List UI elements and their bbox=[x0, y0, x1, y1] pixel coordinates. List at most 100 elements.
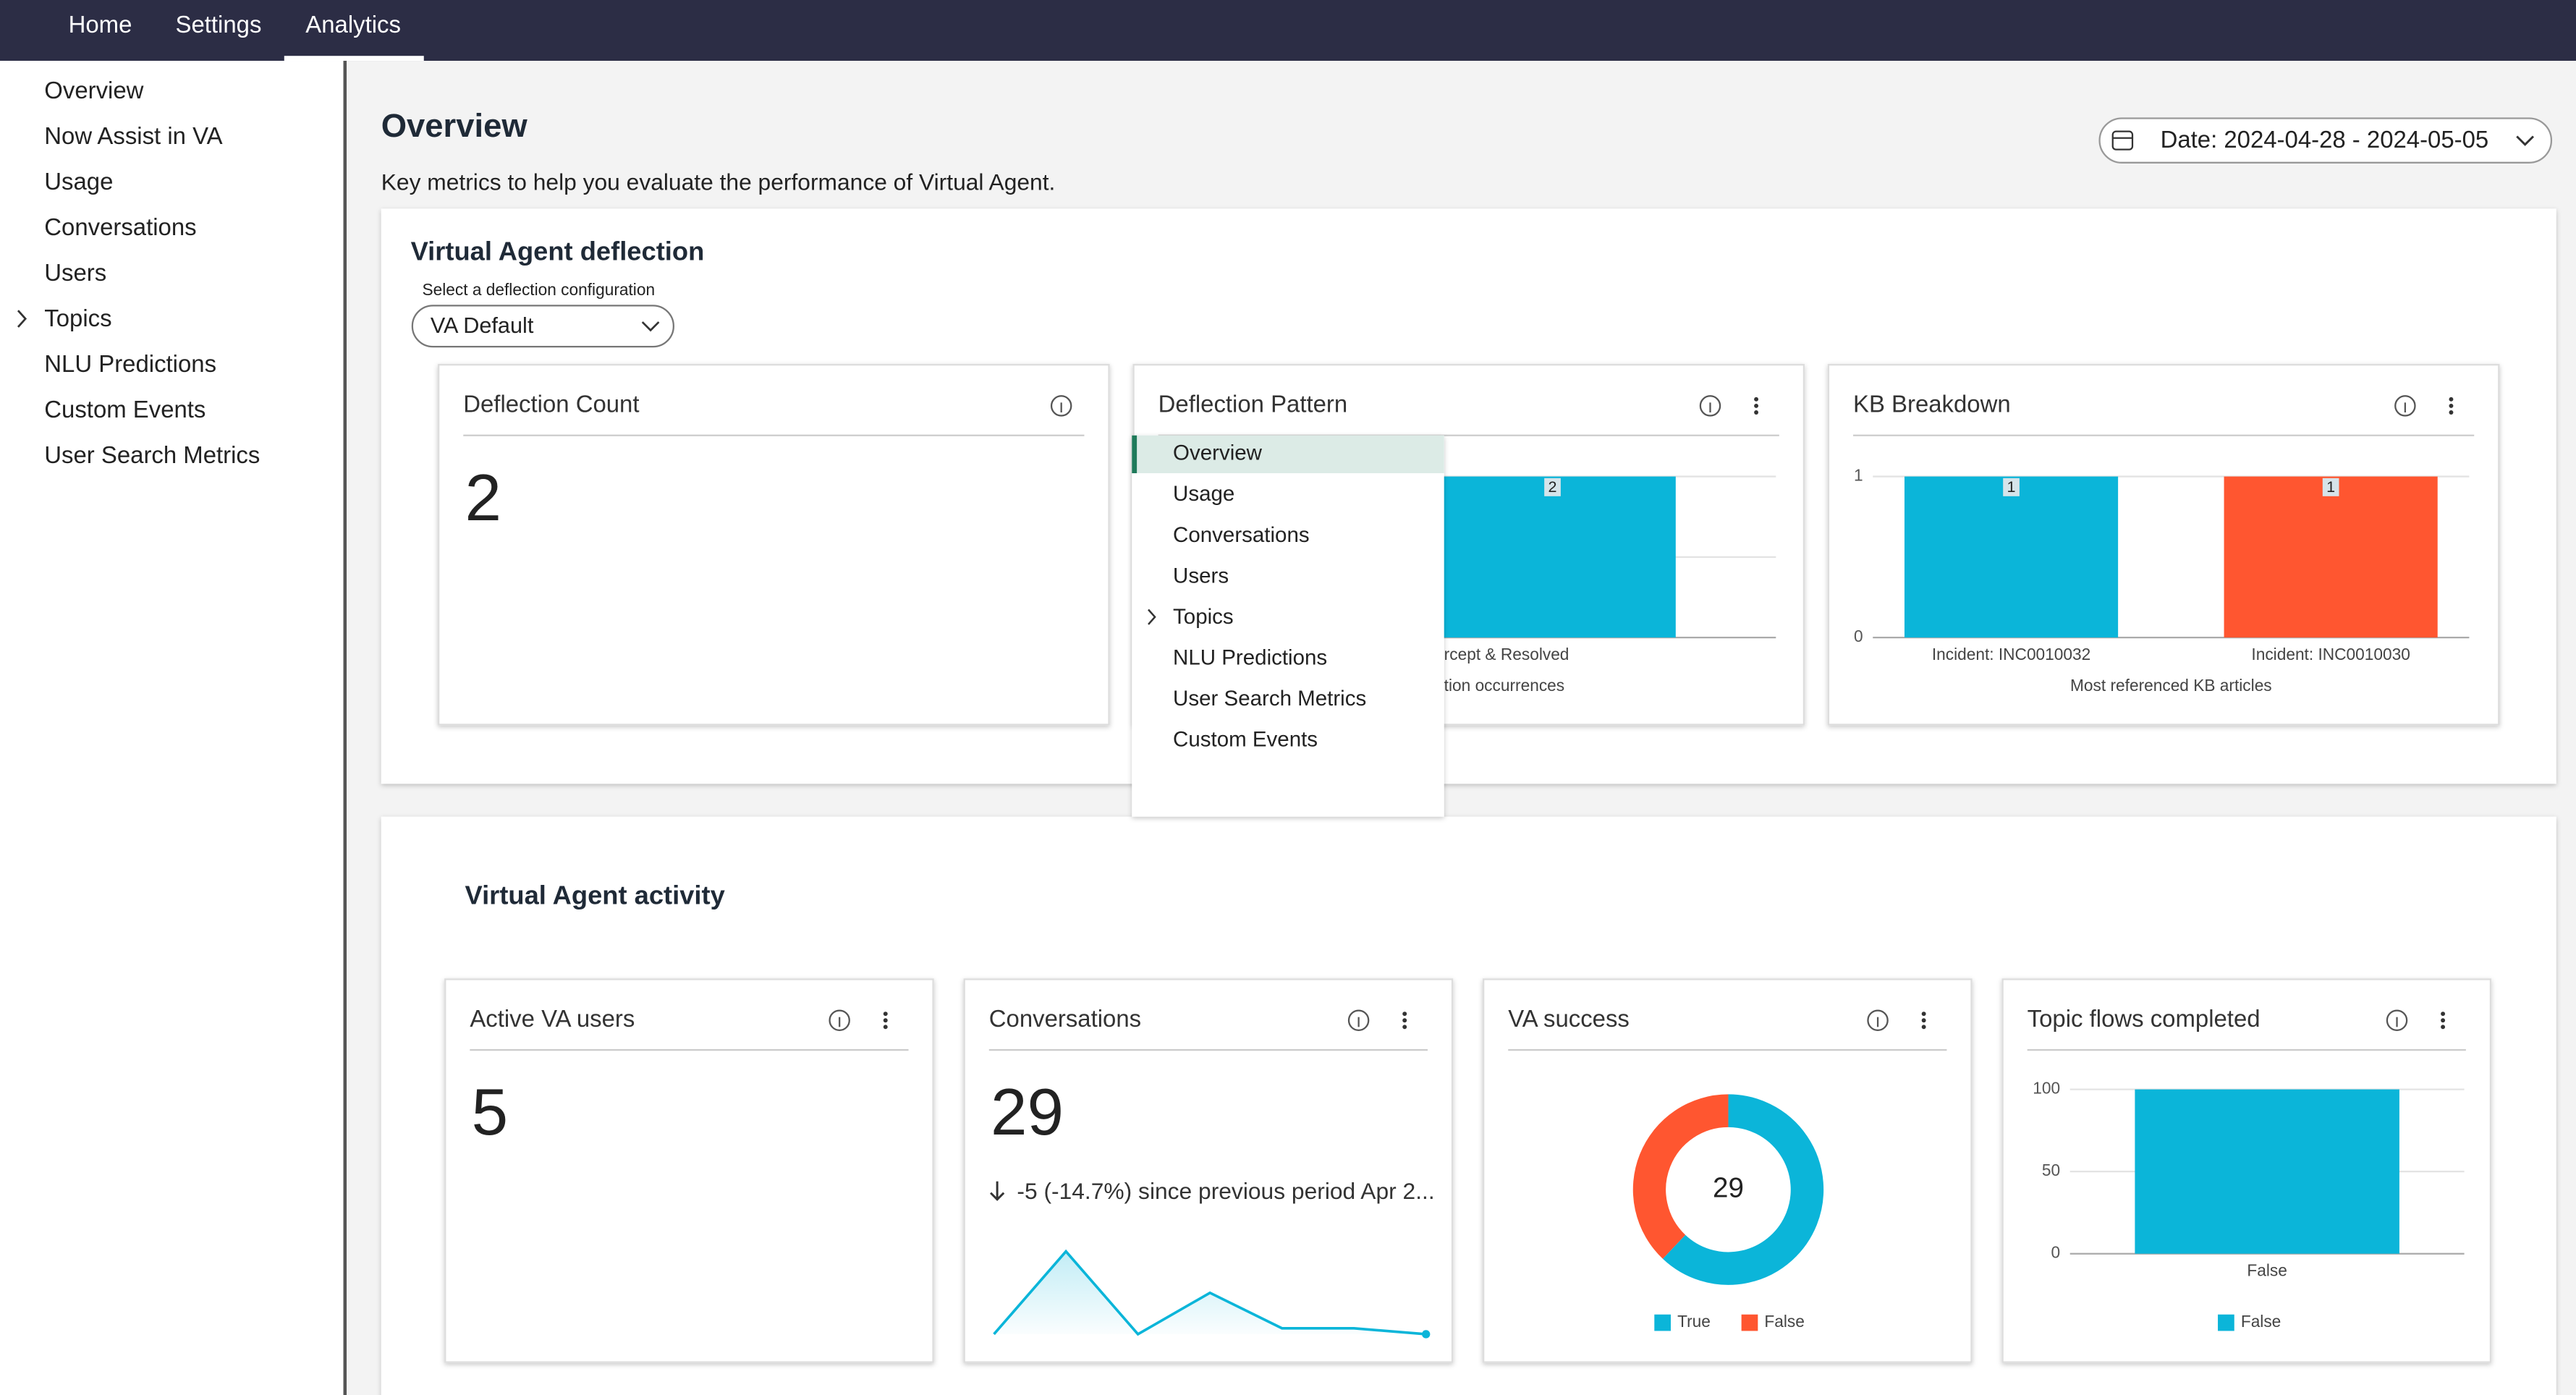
legend-label: True bbox=[1677, 1312, 1711, 1331]
select-value[interactable]: VA Default bbox=[431, 313, 534, 338]
down-arrow bbox=[990, 1181, 1005, 1201]
card-title: KB Breakdown bbox=[1853, 391, 2011, 417]
dropdown-item[interactable]: Usage bbox=[1173, 482, 1234, 506]
dropdown-item[interactable]: Topics bbox=[1173, 605, 1234, 629]
metric-value: 5 bbox=[472, 1076, 509, 1149]
kebab-dot[interactable] bbox=[1402, 1018, 1407, 1023]
kebab-dot[interactable] bbox=[1754, 397, 1759, 402]
change-text: -5 (-14.7%) since previous period Apr 2.… bbox=[1017, 1178, 1434, 1204]
page-title: Overview bbox=[381, 107, 528, 144]
kebab-dot[interactable] bbox=[1921, 1018, 1926, 1023]
kebab-dot[interactable] bbox=[883, 1018, 888, 1023]
dropdown-item[interactable]: Overview bbox=[1173, 441, 1263, 465]
section-heading: Virtual Agent activity bbox=[465, 881, 726, 910]
select-chevron bbox=[641, 321, 660, 332]
sidebar-item[interactable]: Users bbox=[44, 259, 106, 286]
legend-swatch bbox=[1741, 1314, 1758, 1331]
x-axis-label: tion occurrences bbox=[1444, 676, 1564, 695]
y-tick-label: 50 bbox=[2042, 1161, 2060, 1179]
sidebar-item[interactable]: Topics bbox=[44, 305, 111, 331]
card-title: Active VA users bbox=[470, 1005, 635, 1032]
info-icon[interactable] bbox=[2394, 395, 2416, 417]
value-label: 2 bbox=[1548, 478, 1557, 496]
sidebar-item[interactable]: Usage bbox=[44, 168, 113, 195]
card bbox=[438, 364, 1110, 726]
kebab-dot[interactable] bbox=[2441, 1025, 2446, 1030]
date-range[interactable]: Date: 2024-04-28 - 2024-05-05 bbox=[2161, 126, 2489, 153]
value-label: 1 bbox=[2007, 478, 2016, 496]
card-title: Deflection Pattern bbox=[1158, 391, 1348, 417]
metric-value: 29 bbox=[991, 1076, 1064, 1149]
y-tick-label: 100 bbox=[2033, 1079, 2060, 1098]
card-title: Deflection Count bbox=[463, 391, 639, 417]
kebab-dot[interactable] bbox=[1402, 1025, 1407, 1030]
legend-label: False bbox=[1764, 1312, 1804, 1331]
x-tick-label: False bbox=[2247, 1261, 2287, 1280]
dropdown-chevron bbox=[1148, 609, 1156, 625]
nav-tab[interactable]: Home bbox=[69, 11, 132, 38]
info-icon[interactable] bbox=[1050, 395, 1072, 417]
page-subtitle: Key metrics to help you evaluate the per… bbox=[381, 169, 1056, 195]
bar bbox=[1904, 476, 2119, 638]
kebab-dot[interactable] bbox=[2449, 403, 2454, 408]
info-icon[interactable] bbox=[1347, 1009, 1370, 1031]
calendar-icon bbox=[2111, 130, 2134, 150]
active-tab-underline bbox=[284, 56, 424, 62]
dropdown-item[interactable]: Custom Events bbox=[1173, 728, 1318, 752]
value-label-box bbox=[2003, 478, 2020, 496]
date-chevron bbox=[2516, 135, 2535, 146]
x-tick-label: Incident: INC0010032 bbox=[1932, 645, 2090, 663]
kebab-dot[interactable] bbox=[1754, 403, 1759, 408]
nav-tab[interactable]: Settings bbox=[176, 11, 262, 38]
kebab-dot[interactable] bbox=[1754, 410, 1759, 415]
dropdown-highlight bbox=[1132, 435, 1444, 474]
dropdown-indicator bbox=[1132, 435, 1137, 474]
legend-label: False bbox=[2241, 1312, 2281, 1331]
kebab-dot[interactable] bbox=[883, 1012, 888, 1017]
dropdown-item[interactable]: Conversations bbox=[1173, 523, 1310, 547]
kebab-dot[interactable] bbox=[1921, 1025, 1926, 1030]
info-icon[interactable] bbox=[829, 1009, 850, 1031]
value-label-box bbox=[1544, 478, 1561, 496]
kebab-dot[interactable] bbox=[2449, 410, 2454, 415]
section-heading: Virtual Agent deflection bbox=[411, 236, 705, 266]
value-label-box bbox=[2322, 478, 2339, 496]
sidebar-item[interactable]: Conversations bbox=[44, 213, 196, 240]
x-tick-label: rcept & Resolved bbox=[1444, 645, 1569, 663]
dropdown-item[interactable]: Users bbox=[1173, 564, 1229, 588]
kebab-dot[interactable] bbox=[1921, 1012, 1926, 1017]
select-label: Select a deflection configuration bbox=[422, 280, 655, 299]
kebab-dot[interactable] bbox=[883, 1025, 888, 1030]
kebab-dot[interactable] bbox=[2449, 397, 2454, 402]
kebab-dot[interactable] bbox=[2441, 1012, 2446, 1017]
sidebar-item[interactable]: User Search Metrics bbox=[44, 441, 260, 468]
nav-tab[interactable]: Analytics bbox=[305, 11, 401, 38]
info-icon[interactable] bbox=[1867, 1009, 1889, 1031]
value-label: 1 bbox=[2326, 478, 2335, 496]
date-picker[interactable] bbox=[2098, 117, 2553, 164]
legend-swatch bbox=[2218, 1314, 2234, 1331]
bar bbox=[2224, 476, 2438, 638]
legend-swatch bbox=[1654, 1314, 1672, 1331]
sidebar-item[interactable]: Now Assist in VA bbox=[44, 122, 222, 149]
config-select[interactable] bbox=[411, 305, 675, 348]
kebab-dot[interactable] bbox=[2441, 1018, 2446, 1023]
info-icon[interactable] bbox=[2386, 1009, 2408, 1031]
sidebar-item[interactable]: Overview bbox=[44, 77, 143, 103]
info-icon[interactable] bbox=[1699, 395, 1721, 417]
kebab-dot[interactable] bbox=[1402, 1012, 1407, 1017]
sparkline bbox=[993, 1249, 1426, 1336]
dropdown-item[interactable]: NLU Predictions bbox=[1173, 645, 1327, 669]
card-title: Topic flows completed bbox=[2028, 1005, 2261, 1032]
sidebar bbox=[0, 61, 344, 1395]
nav-dropdown bbox=[1132, 435, 1444, 817]
bar bbox=[1429, 476, 1676, 638]
card-title: VA success bbox=[1508, 1005, 1630, 1032]
dropdown-item[interactable]: User Search Metrics bbox=[1173, 687, 1366, 711]
sidebar-item[interactable]: NLU Predictions bbox=[44, 350, 216, 377]
y-tick-label: 1 bbox=[1854, 466, 1863, 485]
card bbox=[444, 978, 934, 1363]
sidebar-item[interactable]: Custom Events bbox=[44, 396, 206, 423]
donut-total: 29 bbox=[1713, 1172, 1744, 1203]
